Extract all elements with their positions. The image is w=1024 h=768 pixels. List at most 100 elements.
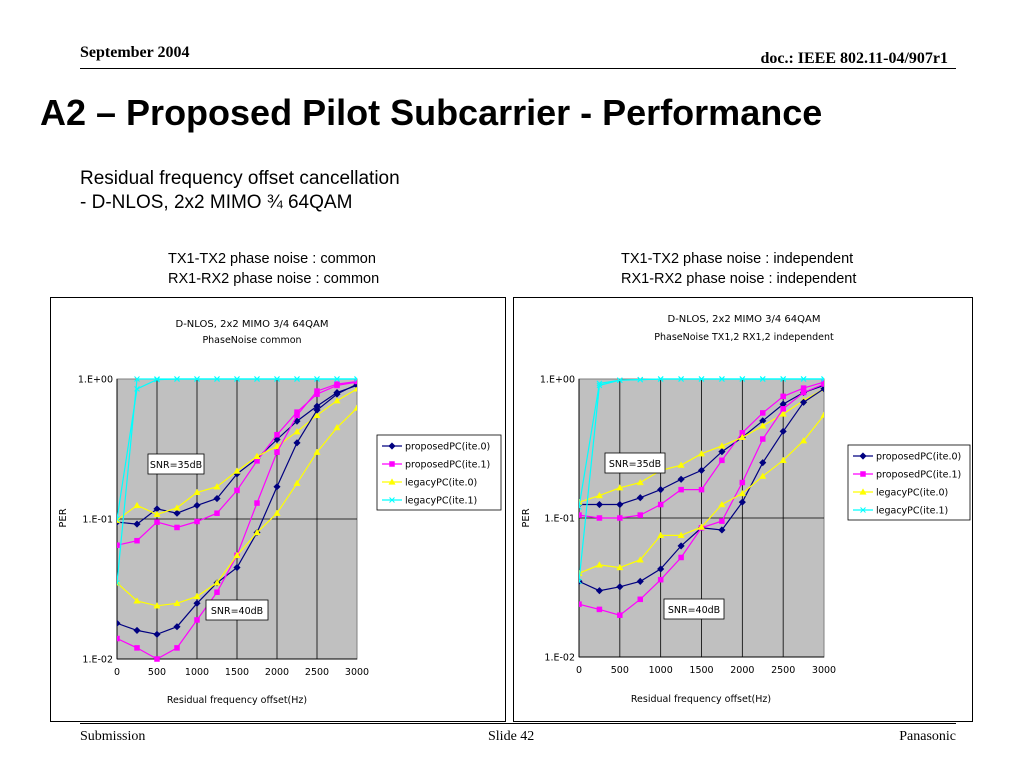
data-point-square-marker	[617, 515, 623, 521]
data-point-triangle-marker	[636, 478, 644, 486]
data-point-square-marker	[234, 487, 240, 494]
series-group	[117, 376, 357, 662]
data-point-x-marker	[194, 376, 200, 382]
data-point-x-marker	[719, 376, 725, 382]
chart-subtitle: PhaseNoise TX1,2 RX1,2 independent	[654, 332, 834, 343]
y-tick-label: 1.E-01	[82, 515, 113, 526]
series-group	[579, 376, 824, 618]
data-point-triangle-marker	[253, 528, 261, 536]
data-point-x-marker	[354, 376, 357, 382]
data-point-triangle-marker	[133, 501, 141, 509]
x-tick-label: 1000	[185, 667, 209, 678]
annotation-label: SNR=35dB	[609, 459, 661, 470]
data-point-square-marker	[678, 554, 684, 561]
chart-title: D-NLOS, 2x2 MIMO 3/4 64QAM	[668, 314, 821, 325]
data-point-diamond-marker	[193, 599, 201, 607]
data-point-triangle-marker	[657, 531, 665, 539]
data-point-triangle-marker	[353, 404, 357, 411]
chart-subtitle: PhaseNoise common	[202, 335, 301, 346]
right-caption-line-1: TX1-TX2 phase noise : independent	[621, 251, 854, 267]
data-point-square-marker	[657, 501, 664, 508]
header-divider	[80, 68, 956, 69]
data-point-diamond-marker	[616, 500, 624, 509]
data-point-square-marker	[354, 378, 357, 385]
legend-triangle-marker	[388, 478, 396, 485]
data-point-square-marker	[334, 381, 340, 387]
data-point-diamond-marker	[800, 398, 808, 406]
data-point-square-marker	[760, 436, 766, 442]
data-point-square-marker	[194, 617, 200, 623]
footer-divider	[80, 723, 956, 724]
data-point-triangle-marker	[333, 396, 341, 404]
x-axis-label: Residual frequency offset(Hz)	[631, 694, 771, 705]
subtitle-line-2: - D-NLOS, 2x2 MIMO ¾ 64QAM	[80, 192, 353, 213]
legend-label: proposedPC(ite.1)	[405, 460, 490, 471]
data-point-x-marker	[294, 376, 300, 382]
data-point-triangle-marker	[616, 484, 624, 491]
data-point-diamond-marker	[133, 520, 141, 528]
data-point-diamond-marker	[636, 494, 644, 502]
data-point-square-marker	[174, 524, 180, 531]
data-point-triangle-marker	[759, 422, 767, 429]
data-point-diamond-marker	[595, 500, 603, 509]
data-point-triangle-marker	[820, 411, 824, 418]
chart-panel-independent: D-NLOS, 2x2 MIMO 3/4 64QAM PhaseNoise TX1…	[513, 297, 973, 722]
data-point-diamond-marker	[173, 509, 181, 517]
data-point-triangle-marker	[273, 509, 281, 516]
data-point-triangle-marker	[153, 602, 161, 609]
data-point-square-marker	[657, 576, 664, 583]
data-point-triangle-marker	[313, 448, 321, 455]
data-point-diamond-marker	[718, 526, 726, 534]
data-point-x-marker	[579, 504, 582, 510]
data-point-x-marker	[657, 376, 664, 382]
annotation-box	[147, 453, 205, 475]
x-tick-label: 1500	[225, 667, 249, 678]
data-point-square-marker	[154, 656, 160, 662]
data-point-square-marker	[719, 518, 725, 524]
x-tick-label: 2500	[771, 665, 795, 676]
data-point-square-marker	[274, 431, 280, 438]
data-point-triangle-marker	[193, 592, 201, 600]
data-point-triangle-marker	[718, 500, 726, 508]
data-point-triangle-marker	[213, 579, 221, 586]
data-point-diamond-marker	[657, 565, 665, 573]
data-point-diamond-marker	[333, 390, 341, 398]
data-point-square-marker	[254, 500, 260, 506]
per-chart-independent: D-NLOS, 2x2 MIMO 3/4 64QAM PhaseNoise TX1…	[521, 314, 971, 705]
y-axis-label: PER	[58, 508, 69, 527]
data-point-triangle-marker	[173, 504, 181, 511]
x-tick-label: 2000	[730, 665, 754, 676]
legend-label: proposedPC(ite.0)	[405, 442, 490, 453]
data-point-x-marker	[759, 376, 766, 382]
legend-square-marker	[860, 471, 866, 477]
data-point-triangle-marker	[595, 561, 604, 568]
data-point-triangle-marker	[595, 491, 604, 499]
data-point-diamond-marker	[153, 630, 161, 638]
subtitle-line-1: Residual frequency offset cancellation	[80, 168, 400, 189]
data-point-diamond-marker	[657, 486, 665, 494]
data-point-triangle-marker	[636, 556, 644, 563]
y-tick-label: 1.E-01	[544, 514, 575, 525]
data-point-square-marker	[194, 518, 200, 525]
data-point-diamond-marker	[233, 563, 241, 572]
legend-label: legacyPC(ite.1)	[876, 506, 948, 517]
data-point-diamond-marker	[677, 475, 685, 483]
data-point-diamond-marker	[738, 498, 746, 506]
legend-label: proposedPC(ite.1)	[876, 470, 961, 481]
data-point-diamond-marker	[213, 494, 221, 503]
data-point-x-marker	[254, 376, 260, 382]
y-tick-label: 1.E+00	[78, 375, 113, 386]
data-point-square-marker	[117, 635, 120, 642]
x-tick-label: 500	[611, 665, 629, 676]
data-point-triangle-marker	[353, 385, 357, 392]
data-point-square-marker	[637, 596, 643, 603]
data-point-triangle-marker	[616, 563, 624, 571]
data-point-triangle-marker	[697, 523, 706, 530]
data-point-x-marker	[596, 382, 603, 389]
legend-x-marker	[389, 497, 395, 503]
slide-subtitle: Residual frequency offset cancellation -…	[80, 167, 400, 215]
data-point-x-marker	[821, 376, 824, 382]
x-axis-label: Residual frequency offset(Hz)	[167, 695, 307, 706]
data-point-triangle-marker	[799, 436, 808, 444]
data-point-x-marker	[314, 376, 320, 382]
